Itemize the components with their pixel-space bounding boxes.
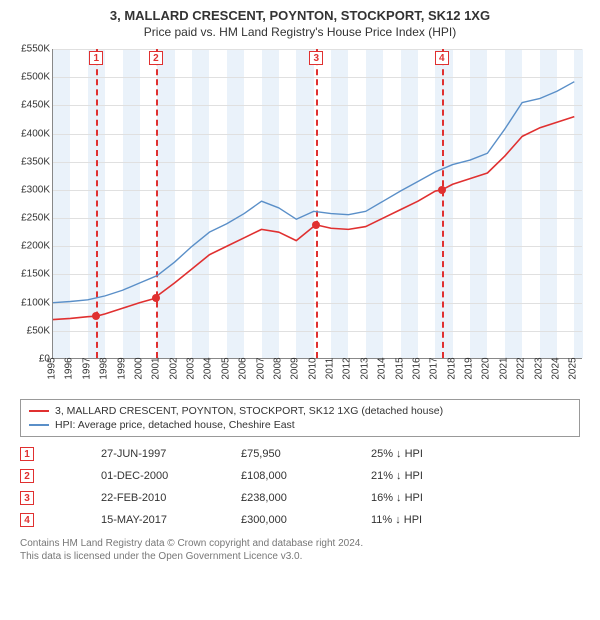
transaction-price: £238,000 — [241, 487, 371, 509]
legend-swatch — [29, 424, 49, 426]
x-axis-label: 2010 — [307, 357, 318, 379]
transaction-price: £300,000 — [241, 509, 371, 531]
x-axis-label: 2006 — [238, 357, 249, 379]
transaction-marker-label: 4 — [435, 51, 449, 65]
footer-attribution: Contains HM Land Registry data © Crown c… — [20, 537, 580, 563]
legend-label: HPI: Average price, detached house, Ches… — [55, 419, 295, 431]
x-axis-label: 1996 — [64, 357, 75, 379]
x-axis-label: 2002 — [168, 357, 179, 379]
transaction-index-box: 4 — [20, 513, 34, 527]
transaction-date: 01-DEC-2000 — [101, 465, 241, 487]
y-axis-label: £550K — [21, 44, 50, 55]
legend-swatch — [29, 410, 49, 412]
x-axis-label: 2011 — [325, 358, 336, 380]
x-axis-label: 2013 — [359, 357, 370, 379]
x-axis-label: 1995 — [47, 357, 58, 379]
legend-label: 3, MALLARD CRESCENT, POYNTON, STOCKPORT,… — [55, 405, 443, 417]
x-axis-label: 2000 — [133, 357, 144, 379]
transaction-marker-label: 2 — [149, 51, 163, 65]
x-axis-label: 2003 — [186, 357, 197, 379]
x-axis-label: 2022 — [516, 357, 527, 379]
y-axis-label: £300K — [21, 184, 50, 195]
x-axis-label: 2012 — [342, 357, 353, 379]
x-axis-label: 1999 — [116, 357, 127, 379]
transactions-table: 1 27-JUN-1997£75,95025% ↓ HPI 2 01-DEC-2000… — [20, 443, 580, 531]
legend-item: 3, MALLARD CRESCENT, POYNTON, STOCKPORT,… — [29, 404, 571, 418]
y-axis-label: £500K — [21, 72, 50, 83]
y-axis-label: £450K — [21, 100, 50, 111]
transaction-row: 2 01-DEC-2000£108,00021% ↓ HPI — [20, 465, 580, 487]
x-axis-label: 2007 — [255, 357, 266, 379]
chart: 1234 £0£50K£100K£150K£200K£250K£300K£350… — [10, 43, 590, 393]
x-axis-label: 2016 — [411, 357, 422, 379]
y-axis-label: £350K — [21, 156, 50, 167]
transaction-index-box: 1 — [20, 447, 34, 461]
sale-point-marker — [312, 221, 320, 229]
chart-header: 3, MALLARD CRESCENT, POYNTON, STOCKPORT,… — [0, 0, 600, 43]
series-property — [53, 117, 574, 320]
y-axis-label: £100K — [21, 297, 50, 308]
transaction-price: £75,950 — [241, 443, 371, 465]
chart-subtitle: Price paid vs. HM Land Registry's House … — [10, 25, 590, 39]
y-axis-label: £50K — [27, 325, 50, 336]
x-axis-label: 2021 — [498, 357, 509, 379]
transaction-date: 27-JUN-1997 — [101, 443, 241, 465]
transaction-date: 15-MAY-2017 — [101, 509, 241, 531]
transaction-index-box: 2 — [20, 469, 34, 483]
y-axis-label: £400K — [21, 128, 50, 139]
plot-area: 1 2 3 4 — [52, 49, 582, 359]
x-axis-label: 2017 — [429, 357, 440, 379]
transaction-date: 22-FEB-2010 — [101, 487, 241, 509]
transaction-price: £108,000 — [241, 465, 371, 487]
transaction-row: 1 27-JUN-1997£75,95025% ↓ HPI — [20, 443, 580, 465]
transaction-hpi-diff: 21% ↓ HPI — [371, 465, 580, 487]
sale-point-marker — [92, 312, 100, 320]
x-axis-label: 2023 — [533, 357, 544, 379]
transaction-row: 3 22-FEB-2010£238,00016% ↓ HPI — [20, 487, 580, 509]
footer-line-1: Contains HM Land Registry data © Crown c… — [20, 537, 580, 550]
x-axis-label: 2014 — [377, 357, 388, 379]
x-axis-label: 2001 — [151, 357, 162, 379]
chart-title: 3, MALLARD CRESCENT, POYNTON, STOCKPORT,… — [10, 8, 590, 23]
x-axis-label: 1997 — [81, 357, 92, 379]
line-series-svg — [53, 49, 582, 358]
transaction-marker-label: 1 — [89, 51, 103, 65]
legend: 3, MALLARD CRESCENT, POYNTON, STOCKPORT,… — [20, 399, 580, 437]
x-axis-label: 1998 — [99, 357, 110, 379]
x-axis-label: 2005 — [220, 357, 231, 379]
transaction-hpi-diff: 25% ↓ HPI — [371, 443, 580, 465]
legend-item: HPI: Average price, detached house, Ches… — [29, 418, 571, 432]
x-axis-label: 2009 — [290, 357, 301, 379]
x-axis-label: 2024 — [550, 357, 561, 379]
transaction-hpi-diff: 16% ↓ HPI — [371, 487, 580, 509]
transaction-index-box: 3 — [20, 491, 34, 505]
footer-line-2: This data is licensed under the Open Gov… — [20, 550, 580, 563]
transaction-hpi-diff: 11% ↓ HPI — [371, 509, 580, 531]
x-axis-label: 2020 — [481, 357, 492, 379]
x-axis-label: 2008 — [272, 357, 283, 379]
x-axis-label: 2018 — [446, 357, 457, 379]
y-axis-label: £250K — [21, 213, 50, 224]
sale-point-marker — [152, 294, 160, 302]
series-hpi — [53, 82, 574, 303]
sale-point-marker — [438, 186, 446, 194]
x-axis-label: 2019 — [464, 357, 475, 379]
x-axis-label: 2025 — [568, 357, 579, 379]
transaction-marker-label: 3 — [309, 51, 323, 65]
x-axis-label: 2004 — [203, 357, 214, 379]
y-axis-label: £150K — [21, 269, 50, 280]
transaction-row: 4 15-MAY-2017£300,00011% ↓ HPI — [20, 509, 580, 531]
y-axis-label: £200K — [21, 241, 50, 252]
x-axis-label: 2015 — [394, 357, 405, 379]
